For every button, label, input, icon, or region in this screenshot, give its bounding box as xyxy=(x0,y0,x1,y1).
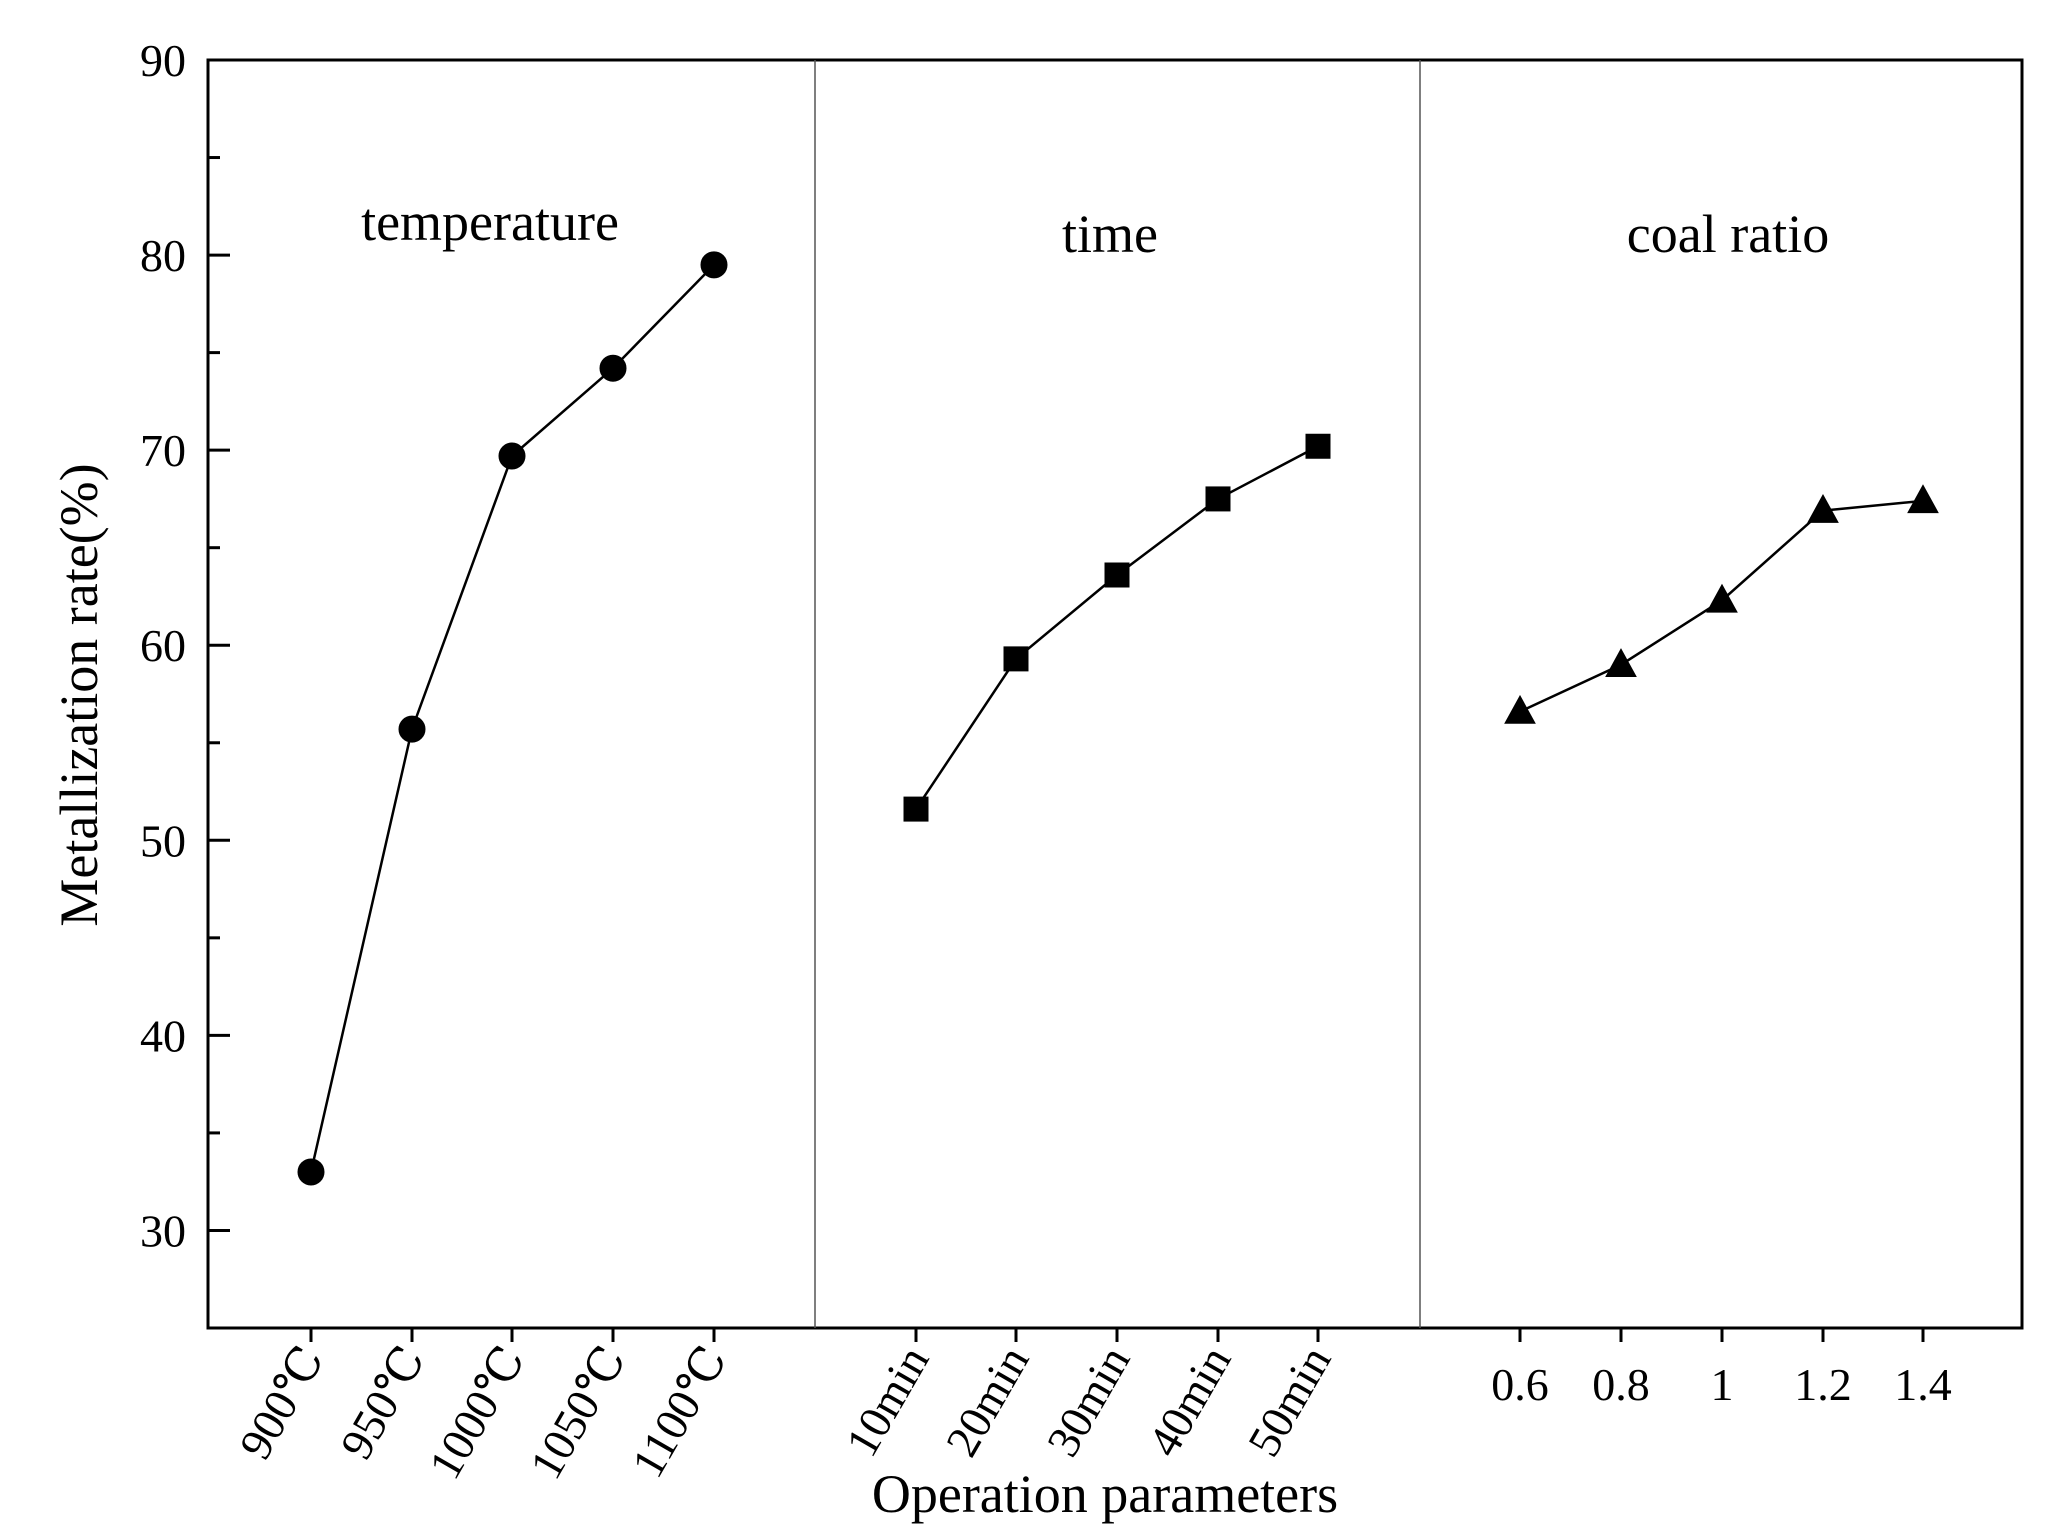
panel-label-time: time xyxy=(1062,204,1158,264)
series-line-temperature xyxy=(309,263,715,1173)
data-point-time xyxy=(903,796,929,822)
x-tick-label-temperature: 950℃ xyxy=(330,1338,434,1468)
plot-frame xyxy=(206,58,2024,1330)
y-axis-title: Metallization rate(%) xyxy=(49,463,109,926)
y-tick-label: 60 xyxy=(140,620,186,671)
data-point-coal-ratio xyxy=(1706,583,1738,613)
data-point-coal-ratio xyxy=(1504,694,1536,724)
data-point-time xyxy=(1305,433,1331,459)
x-tick-label-time: 50min xyxy=(1238,1338,1341,1465)
series-line-time xyxy=(914,445,1319,810)
panel-label-temperature: temperature xyxy=(361,192,619,252)
x-tick-label-coal-ratio: 0.8 xyxy=(1592,1359,1650,1410)
x-tick-label-temperature: 1000℃ xyxy=(419,1338,535,1488)
y-tick-label: 80 xyxy=(140,230,186,281)
data-point-time xyxy=(1205,486,1231,512)
y-tick-label: 90 xyxy=(140,35,186,86)
y-tick-label: 40 xyxy=(140,1010,186,1061)
x-tick-label-time: 20min xyxy=(936,1338,1039,1465)
data-point-coal-ratio xyxy=(1907,484,1939,514)
x-tick-label-temperature: 1100℃ xyxy=(622,1338,737,1486)
x-tick-label-coal-ratio: 1.4 xyxy=(1894,1359,1952,1410)
x-tick-label-coal-ratio: 1.2 xyxy=(1794,1359,1852,1410)
axes-layer: 30405060708090temperature900℃950℃1000℃10… xyxy=(140,35,2024,1488)
x-tick-label-temperature: 900℃ xyxy=(229,1338,333,1468)
x-tick-label-temperature: 1050℃ xyxy=(520,1338,636,1488)
x-axis-title: Operation parameters xyxy=(872,1464,1338,1524)
x-tick-label-coal-ratio: 1 xyxy=(1711,1359,1734,1410)
data-point-temperature xyxy=(700,251,728,279)
data-point-temperature xyxy=(297,1158,325,1186)
y-tick-label: 70 xyxy=(140,425,186,476)
y-tick-label: 30 xyxy=(140,1205,186,1256)
x-tick-label-time: 40min xyxy=(1138,1338,1241,1465)
data-point-temperature xyxy=(599,354,627,382)
panel-label-coal-ratio: coal ratio xyxy=(1627,204,1829,264)
data-point-time xyxy=(1104,562,1130,588)
data-point-temperature xyxy=(498,442,526,470)
x-tick-label-time: 10min xyxy=(836,1338,939,1465)
x-tick-label-coal-ratio: 0.6 xyxy=(1491,1359,1549,1410)
data-point-temperature xyxy=(398,715,426,743)
y-tick-label: 50 xyxy=(140,815,186,866)
series-layer xyxy=(297,251,1939,1186)
data-point-coal-ratio xyxy=(1807,493,1839,523)
x-tick-label-time: 30min xyxy=(1037,1338,1140,1465)
data-point-time xyxy=(1003,646,1029,672)
data-point-coal-ratio xyxy=(1605,648,1637,677)
